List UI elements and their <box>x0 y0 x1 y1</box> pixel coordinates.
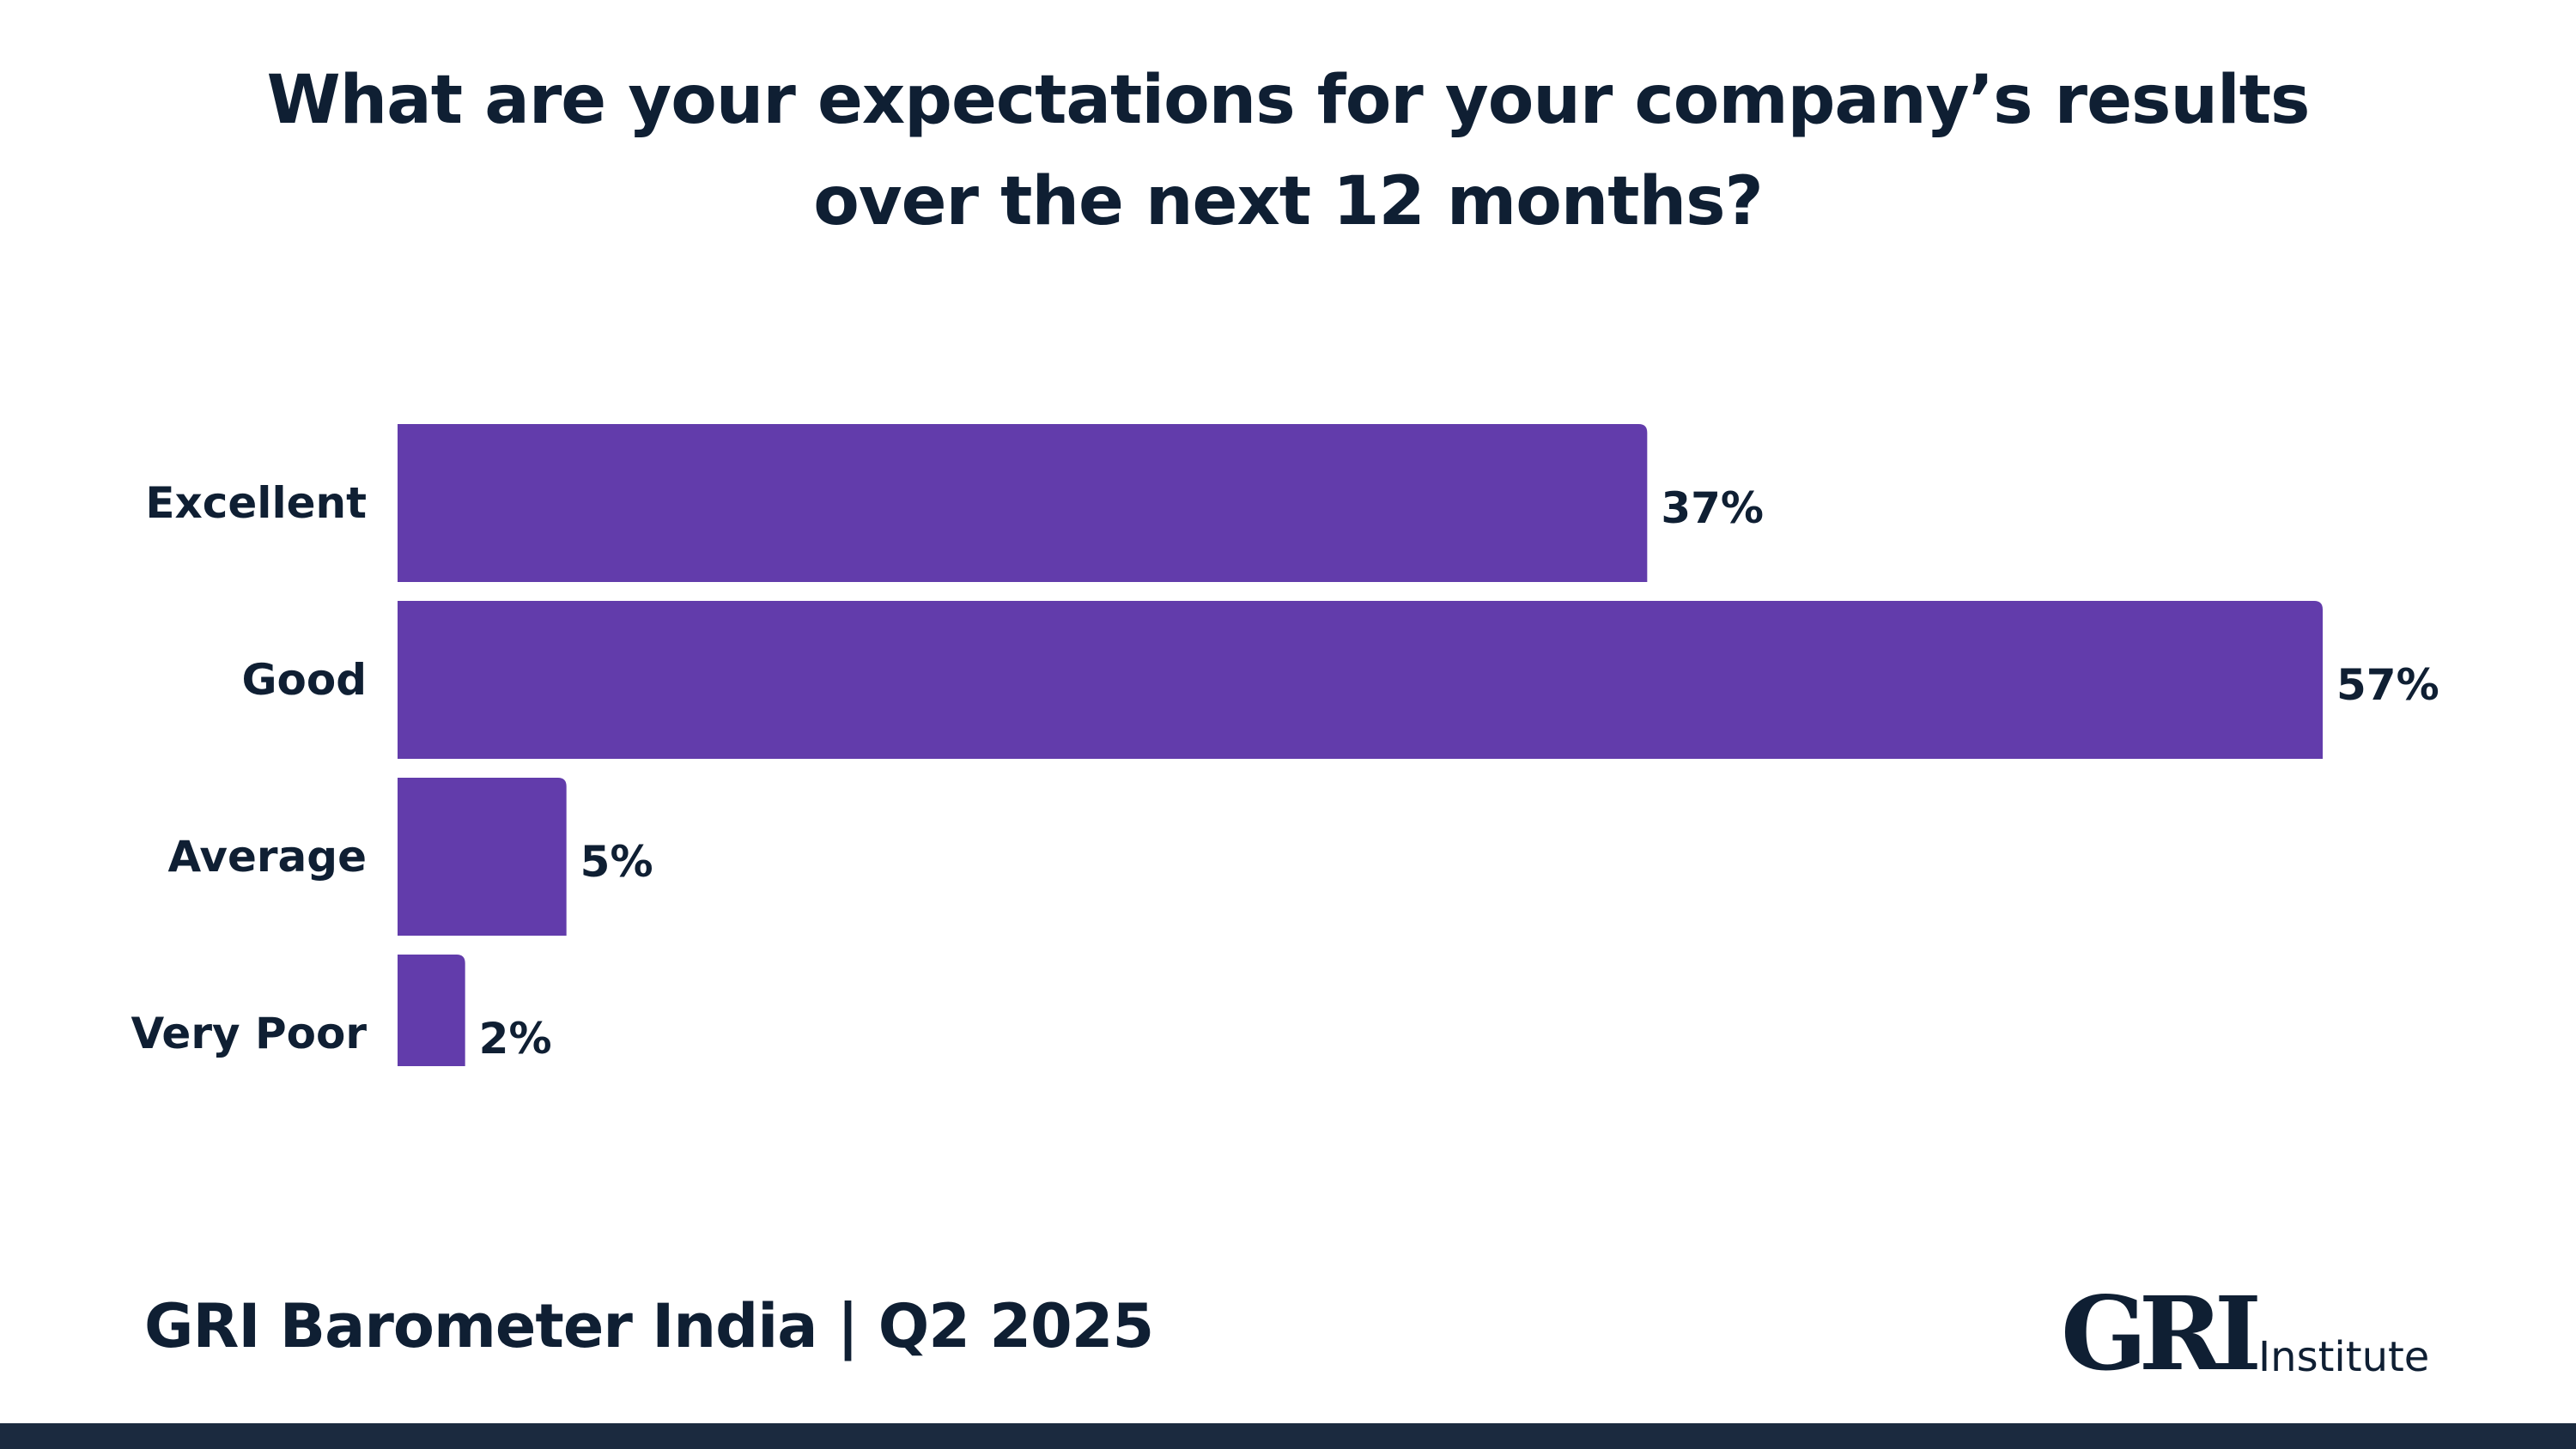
value-label-good: 57% <box>2336 660 2439 710</box>
bar-very-poor <box>398 955 465 1066</box>
gri-institute-logo: GRI Institute <box>2061 1275 2429 1386</box>
footer-label: GRI Barometer India | Q2 2025 <box>144 1291 1154 1361</box>
bar-good <box>398 601 2323 759</box>
category-label-average: Average <box>167 832 367 882</box>
bar-group-excellent: Excellent 37% <box>145 424 1764 582</box>
category-label-excellent: Excellent <box>145 478 367 528</box>
chart-title-line-1: What are your expectations for your comp… <box>266 62 2311 139</box>
bar-average <box>398 778 567 936</box>
value-label-excellent: 37% <box>1661 483 1764 533</box>
bar-group-very-poor: Very Poor 2% <box>131 955 552 1066</box>
category-label-very-poor: Very Poor <box>131 1009 367 1058</box>
value-label-very-poor: 2% <box>479 1014 552 1064</box>
chart-title-line-2: over the next 12 months? <box>813 163 1764 240</box>
bar-group-average: Average 5% <box>167 778 653 936</box>
bar-chart: Excellent 37% Good 57% Average 5% Very Poor 2% <box>131 424 2439 1066</box>
value-label-average: 5% <box>580 837 653 887</box>
category-label-good: Good <box>241 655 367 705</box>
logo-text: Institute <box>2258 1333 2429 1381</box>
bottom-bar <box>0 1423 2576 1449</box>
bar-group-good: Good 57% <box>241 601 2439 759</box>
chart-title: What are your expectations for your comp… <box>172 50 2404 252</box>
logo-mark: GRI <box>2061 1275 2257 1386</box>
bar-excellent <box>398 424 1648 582</box>
